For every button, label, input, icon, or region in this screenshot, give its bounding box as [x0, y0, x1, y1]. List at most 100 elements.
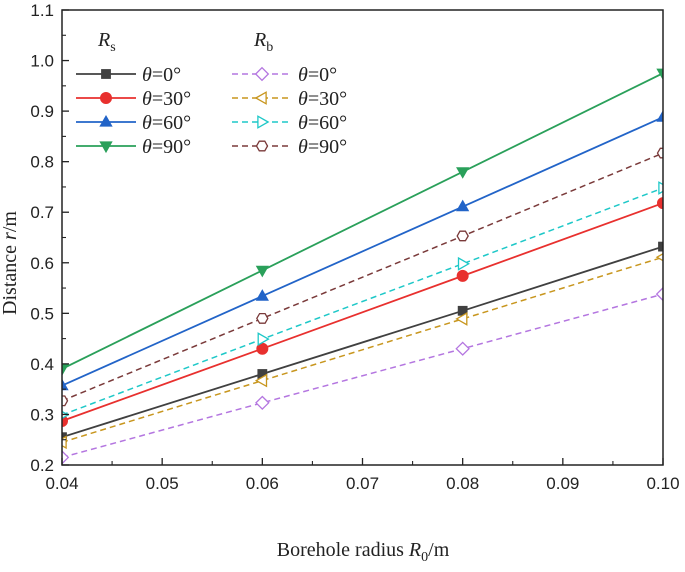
- legend-label-rest-rs-theta-90: =90°: [152, 136, 191, 158]
- legend-label-rb-theta-30: θ=30°: [298, 88, 347, 110]
- plot-area: [62, 68, 663, 465]
- x-axis-label: Borehole radius R0/m: [277, 539, 450, 565]
- y-tick-label-4: 0.6: [30, 254, 54, 273]
- y-tick-label-1: 0.3: [30, 405, 54, 424]
- data-point-rb-theta-60-3: [658, 181, 663, 195]
- series-line-rb-theta-30: [62, 256, 663, 444]
- data-point-rb-theta-90-0: [62, 395, 69, 407]
- y-axis-label-unit: /m: [0, 211, 21, 233]
- legend-label-rest-rs-theta-0: =0°: [152, 64, 181, 86]
- data-point-rs-theta-60-1: [255, 289, 269, 301]
- y-tick-label-3: 0.5: [30, 304, 54, 323]
- legend-label-rs-theta-30: θ=30°: [142, 88, 191, 110]
- data-point-rb-theta-60-1: [257, 332, 270, 347]
- x-axis-label-var: R: [408, 539, 421, 561]
- legend-header-sub-1: b: [266, 40, 273, 55]
- data-point-rb-theta-30-2: [455, 311, 468, 326]
- legend-header-var-1: R: [253, 29, 266, 51]
- y-axis-label-main: Distance: [0, 240, 21, 315]
- legend-marker-rs-theta-30: [100, 92, 112, 104]
- data-point-rb-theta-0-1: [255, 395, 270, 411]
- data-point-rs-theta-90-3: [656, 68, 663, 81]
- legend-label-rest-rs-theta-60: =60°: [152, 112, 191, 134]
- series-line-rb-theta-0: [62, 293, 663, 459]
- legend-marker-rb-theta-60: [257, 115, 270, 129]
- y-tick-label-8: 1.0: [30, 52, 54, 71]
- series-line-rs-theta-90: [62, 72, 663, 370]
- data-point-rs-theta-90-1: [255, 265, 269, 278]
- y-tick-label-5: 0.7: [30, 203, 54, 222]
- series-line-rb-theta-60: [62, 187, 663, 416]
- legend-label-rs-theta-90: θ=90°: [142, 136, 191, 158]
- legend-label-var-rs-theta-60: θ: [142, 112, 152, 134]
- legend-label-var-rs-theta-90: θ: [142, 136, 152, 158]
- y-tick-label-9: 1.1: [30, 1, 54, 20]
- legend-marker-rb-theta-90: [255, 140, 269, 152]
- legend-label-var-rs-theta-0: θ: [142, 64, 152, 86]
- series-line-rb-theta-90: [62, 152, 663, 402]
- plot-series: [62, 68, 663, 465]
- x-tick-label-1: 0.05: [146, 474, 179, 493]
- x-axis-label-sub: 0: [421, 550, 428, 565]
- legend-marker-rs-theta-0: [101, 69, 111, 79]
- data-point-rb-theta-0-0: [62, 450, 70, 465]
- data-point-rb-theta-60-2: [457, 256, 471, 271]
- legend-marker-rs-theta-90: [99, 141, 113, 154]
- data-point-rb-theta-30-1: [254, 373, 268, 388]
- x-tick-label-5: 0.09: [546, 474, 579, 493]
- legend-label-var-rb-theta-60: θ: [298, 112, 308, 134]
- legend-header-var-0: R: [97, 29, 110, 51]
- legend-label-rs-theta-60: θ=60°: [142, 112, 191, 134]
- legend-header-1: Rb: [253, 29, 273, 55]
- legend-label-rest-rb-theta-30: =30°: [308, 88, 347, 110]
- x-axis-label-main: Borehole radius: [277, 539, 409, 561]
- y-tick-label-2: 0.4: [30, 355, 54, 374]
- x-tick-label-6: 0.10: [646, 474, 679, 493]
- data-point-rb-theta-90-1: [256, 312, 269, 324]
- legend-label-rest-rb-theta-0: =0°: [308, 64, 337, 86]
- x-tick-label-4: 0.08: [446, 474, 479, 493]
- x-tick-label-3: 0.07: [346, 474, 379, 493]
- legend-label-rb-theta-0: θ=0°: [298, 64, 337, 86]
- series-line-rs-theta-30: [62, 202, 663, 422]
- legend-label-rest-rb-theta-60: =60°: [308, 112, 347, 134]
- axes: 0.04 0.05 0.06 0.07 0.08 0.09 0.10 0.2 0.3 0.4 0.5…: [30, 1, 679, 493]
- data-point-rs-theta-60-2: [456, 199, 470, 212]
- legend-label-rb-theta-90: θ=90°: [298, 136, 347, 158]
- data-point-rs-theta-30-3: [657, 197, 663, 210]
- y-axis-label-var: r: [0, 232, 21, 240]
- legend-label-rb-theta-60: θ=60°: [298, 112, 347, 134]
- data-point-rs-theta-90-2: [456, 167, 470, 179]
- x-tick-label-2: 0.06: [246, 474, 279, 493]
- legend-label-var-rb-theta-30: θ: [298, 88, 308, 110]
- data-point-rb-theta-0-2: [455, 341, 470, 356]
- legend-label-rest-rs-theta-30: =30°: [152, 88, 191, 110]
- y-tick-label-6: 0.8: [30, 153, 54, 172]
- data-point-rb-theta-90-2: [456, 230, 469, 242]
- legend-header-0: Rs: [97, 29, 116, 55]
- legend-label-var-rs-theta-30: θ: [142, 88, 152, 110]
- legend-marker-rb-theta-0: [254, 66, 270, 82]
- y-tick-label-7: 0.9: [30, 102, 54, 121]
- series-line-rs-theta-60: [62, 116, 663, 387]
- data-point-rb-theta-30-3: [655, 253, 663, 262]
- legend: Rs Rbθ=0°θ=30°θ=60°θ=90°θ=0°θ=30°θ=60°θ=9…: [76, 29, 347, 158]
- legend-label-rs-theta-0: θ=0°: [142, 64, 181, 86]
- data-point-rb-theta-90-3: [656, 147, 663, 159]
- x-tick-label-0: 0.04: [45, 474, 78, 493]
- legend-label-var-rb-theta-90: θ: [298, 136, 308, 158]
- x-axis-label-unit: /m: [428, 539, 450, 561]
- legend-marker-rb-theta-30: [254, 91, 267, 105]
- series-line-rs-theta-0: [62, 245, 663, 439]
- y-tick-label-0: 0.2: [30, 456, 54, 475]
- data-point-rs-theta-60-3: [656, 110, 663, 122]
- legend-label-rest-rb-theta-90: =90°: [308, 136, 347, 158]
- legend-marker-rs-theta-60: [99, 114, 113, 127]
- legend-header-sub-0: s: [110, 40, 115, 55]
- data-point-rs-theta-30-2: [456, 269, 469, 282]
- data-point-rb-theta-0-3: [655, 286, 663, 302]
- data-point-rb-theta-30-0: [62, 435, 67, 450]
- y-axis-label: Distance r/m: [0, 211, 21, 315]
